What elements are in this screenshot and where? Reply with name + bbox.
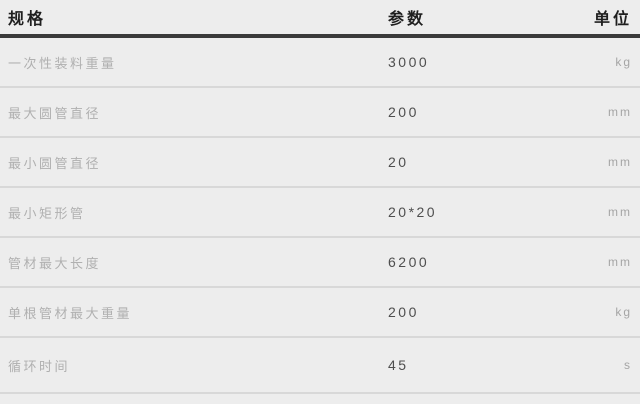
param-cell: 20 [388, 154, 409, 170]
unit-cell: mm [608, 205, 632, 219]
table-row: 最小矩形管 20*20 mm [0, 188, 640, 238]
param-cell: 200 [388, 304, 419, 320]
spec-cell: 单根管材最大重量 [8, 305, 133, 321]
param-cell: 3000 [388, 54, 430, 70]
header-cell-unit: 单位 [593, 11, 632, 28]
param-cell: 6200 [388, 254, 430, 270]
table-row: 管材最大长度 6200 mm [0, 238, 640, 288]
spec-cell: 循环时间 [8, 358, 71, 374]
param-cell: 45 [388, 357, 409, 373]
spec-cell: 最小矩形管 [8, 205, 86, 221]
table-row: 循环时间 45 s [0, 338, 640, 394]
spec-cell: 一次性装料重量 [8, 55, 117, 71]
unit-cell: kg [615, 305, 632, 319]
table-row: 单根管材最大重量 200 kg [0, 288, 640, 338]
spec-cell: 管材最大长度 [8, 255, 102, 271]
unit-cell: mm [608, 255, 632, 269]
param-cell: 200 [388, 104, 419, 120]
table-row: 最大圆管直径 200 mm [0, 88, 640, 138]
spec-cell: 最大圆管直径 [8, 105, 102, 121]
unit-cell: kg [615, 55, 632, 69]
unit-cell: s [624, 358, 632, 372]
table-row: 一次性装料重量 3000 kg [0, 38, 640, 88]
table-header-row: 规格 参数 单位 [0, 0, 640, 38]
header-cell-param: 参数 [388, 11, 427, 28]
unit-cell: mm [608, 105, 632, 119]
spec-cell: 最小圆管直径 [8, 155, 102, 171]
unit-cell: mm [608, 155, 632, 169]
table-row: 最小圆管直径 20 mm [0, 138, 640, 188]
header-cell-spec: 规格 [8, 11, 47, 28]
param-cell: 20*20 [388, 204, 438, 220]
